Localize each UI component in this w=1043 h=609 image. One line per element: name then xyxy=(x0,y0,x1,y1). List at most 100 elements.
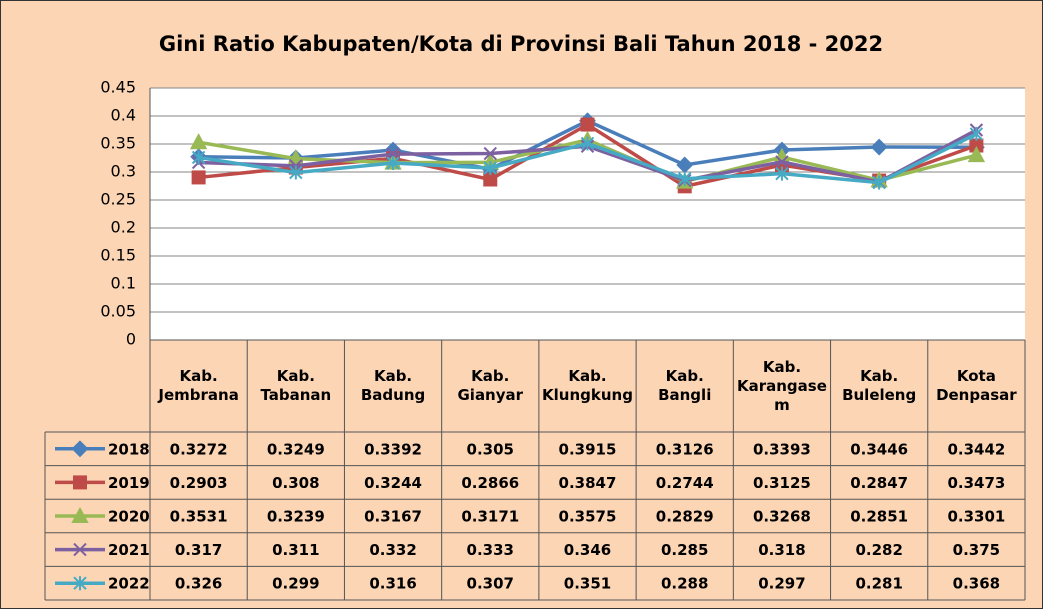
table-value: 0.3239 xyxy=(267,508,325,526)
category-cell: Kab. Bangli xyxy=(658,367,712,404)
legend-label: 2020 xyxy=(108,508,150,526)
table-value: 0.307 xyxy=(467,575,514,593)
table-value: 0.288 xyxy=(661,575,708,593)
table-value: 0.3249 xyxy=(267,440,325,458)
table-value: 0.285 xyxy=(661,541,708,559)
marker xyxy=(969,126,984,141)
marker xyxy=(191,170,206,185)
y-tick-label: 0 xyxy=(126,330,136,349)
marker xyxy=(580,136,595,151)
legend-label: 2021 xyxy=(108,541,150,559)
y-tick-label: 0.35 xyxy=(100,134,136,153)
table-value: 0.3575 xyxy=(559,508,617,526)
category-cell: Kab. Klungkung xyxy=(542,367,633,404)
x-tick-label: Kab. Karangasem xyxy=(736,357,827,414)
marker xyxy=(775,155,789,169)
table-value: 0.2851 xyxy=(850,508,908,526)
table-value: 0.3446 xyxy=(850,440,908,458)
marker xyxy=(872,175,886,190)
table-value: 0.3126 xyxy=(656,440,714,458)
y-tick-label: 0.15 xyxy=(100,246,136,265)
x-tick-label: Kab. Gianyar xyxy=(457,367,524,404)
x-tick-label: Kab. Buleleng xyxy=(842,367,917,404)
table-value: 0.368 xyxy=(953,575,1000,593)
marker xyxy=(191,150,206,165)
x-tick-label: Kab. Bangli xyxy=(658,367,712,404)
marker xyxy=(483,161,497,176)
table-value: 0.332 xyxy=(369,541,416,559)
table-value: 0.2744 xyxy=(656,474,714,492)
table-value: 0.3847 xyxy=(559,474,617,492)
category-cell: Kab. Gianyar xyxy=(457,367,524,404)
table-value: 0.3473 xyxy=(947,474,1005,492)
table-value: 0.3915 xyxy=(559,440,617,458)
table-value: 0.299 xyxy=(272,575,319,593)
table-value: 0.297 xyxy=(758,575,805,593)
table-value: 0.351 xyxy=(564,575,611,593)
y-tick-label: 0.25 xyxy=(100,190,136,209)
table-value: 0.317 xyxy=(175,541,222,559)
table-value: 0.2903 xyxy=(170,474,228,492)
table-value: 0.333 xyxy=(467,541,514,559)
category-cell: Kab. Tabanan xyxy=(260,367,332,404)
table-value: 0.2866 xyxy=(461,474,519,492)
marker xyxy=(967,146,986,163)
table-value: 0.2829 xyxy=(656,508,714,526)
category-cell: Kota Denpasar xyxy=(936,367,1017,404)
y-tick-label: 0.45 xyxy=(100,78,136,97)
marker xyxy=(73,542,87,557)
y-tick-label: 0.2 xyxy=(111,218,136,237)
table-value: 0.3171 xyxy=(461,508,519,526)
marker xyxy=(678,171,692,186)
table-value: 0.3392 xyxy=(364,440,422,458)
table-value: 0.281 xyxy=(855,575,902,593)
y-tick-label: 0.4 xyxy=(111,106,136,125)
table-value: 0.3167 xyxy=(364,508,422,526)
marker xyxy=(71,440,89,458)
x-tick-label: Kota Denpasar xyxy=(936,367,1017,404)
category-cell: Kab. Badung xyxy=(360,367,426,404)
table-value: 0.3301 xyxy=(947,508,1005,526)
marker xyxy=(73,475,87,490)
table-value: 0.3125 xyxy=(753,474,811,492)
table-value: 0.3442 xyxy=(947,440,1005,458)
x-tick-label: Kab. Tabanan xyxy=(260,367,332,404)
legend-label: 2018 xyxy=(108,440,150,458)
chart-title: Gini Ratio Kabupaten/Kota di Provinsi Ba… xyxy=(159,32,883,56)
legend-label: 2022 xyxy=(108,575,150,593)
table-value: 0.3244 xyxy=(364,474,422,492)
table-value: 0.2847 xyxy=(850,474,908,492)
x-tick-label: Kab. Klungkung xyxy=(542,367,633,404)
marker xyxy=(580,117,595,132)
table-value: 0.3268 xyxy=(753,508,811,526)
y-tick-label: 0.05 xyxy=(100,302,136,321)
table-value: 0.3393 xyxy=(753,440,811,458)
category-cell: Kab. Karangasem xyxy=(736,357,827,414)
table-value: 0.311 xyxy=(272,541,319,559)
table-value: 0.346 xyxy=(564,541,611,559)
table-value: 0.3531 xyxy=(170,508,228,526)
y-tick-label: 0.3 xyxy=(111,162,136,181)
x-tick-label: Kab. Jembrana xyxy=(158,367,239,404)
table-value: 0.316 xyxy=(369,575,416,593)
marker xyxy=(189,133,208,150)
x-tick-label: Kab. Badung xyxy=(360,367,426,404)
category-cell: Kab. Buleleng xyxy=(842,367,917,404)
marker xyxy=(483,172,498,187)
marker xyxy=(73,576,87,591)
legend-label: 2019 xyxy=(108,474,150,492)
table-value: 0.282 xyxy=(855,541,902,559)
category-cell: Kab. Jembrana xyxy=(158,367,239,404)
marker xyxy=(483,146,497,161)
table-value: 0.305 xyxy=(467,440,514,458)
table-value: 0.3272 xyxy=(170,440,228,458)
y-tick-label: 0.1 xyxy=(111,274,136,293)
table-value: 0.326 xyxy=(175,575,222,593)
table-value: 0.318 xyxy=(758,541,805,559)
marker xyxy=(289,165,303,180)
marker xyxy=(386,156,400,171)
marker xyxy=(870,138,888,156)
table-value: 0.308 xyxy=(272,474,319,492)
marker xyxy=(775,166,789,181)
